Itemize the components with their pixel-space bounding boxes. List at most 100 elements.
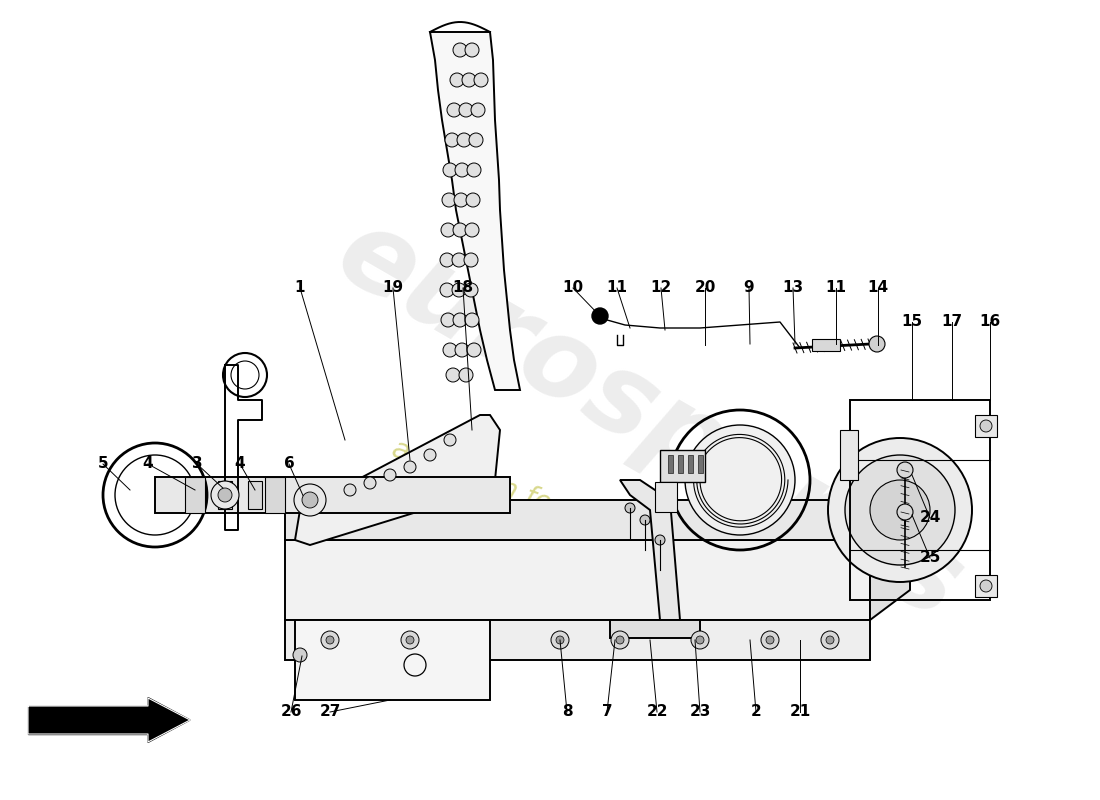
Text: 9: 9 [744,281,755,295]
Text: 15: 15 [901,314,923,330]
Circle shape [471,103,485,117]
Bar [812,339,840,351]
Circle shape [896,504,913,520]
Text: 12: 12 [650,281,672,295]
Circle shape [442,193,456,207]
Polygon shape [295,415,500,545]
Circle shape [465,43,478,57]
Text: 19: 19 [383,281,404,295]
Circle shape [468,163,481,177]
Circle shape [896,462,913,478]
Text: 26: 26 [280,705,301,719]
Polygon shape [620,480,680,620]
Polygon shape [285,500,870,540]
Text: 18: 18 [452,281,474,295]
Circle shape [293,648,307,662]
Circle shape [462,73,476,87]
Text: 4: 4 [234,457,245,471]
Text: 11: 11 [825,281,847,295]
Circle shape [211,481,239,509]
Circle shape [455,163,469,177]
Bar [248,481,262,509]
Text: 17: 17 [942,314,962,330]
Circle shape [845,455,955,565]
Text: 11: 11 [606,281,627,295]
Circle shape [441,223,455,237]
Circle shape [364,477,376,489]
Circle shape [456,133,471,147]
Circle shape [406,636,414,644]
Circle shape [440,253,454,267]
Circle shape [625,503,635,513]
Text: 27: 27 [319,705,341,719]
Circle shape [469,133,483,147]
Bar [654,482,676,512]
Circle shape [761,631,779,649]
Circle shape [466,193,480,207]
Circle shape [551,631,569,649]
Text: 13: 13 [782,281,804,295]
Bar [610,620,700,638]
Text: 3: 3 [191,457,202,471]
Circle shape [452,253,466,267]
Polygon shape [295,620,490,700]
Text: 10: 10 [562,281,584,295]
Circle shape [294,484,326,516]
Bar [218,481,232,509]
Text: 1: 1 [295,281,306,295]
Circle shape [446,368,460,382]
Circle shape [465,223,478,237]
Bar [668,455,673,473]
Circle shape [443,343,456,357]
Circle shape [443,163,456,177]
Circle shape [766,636,774,644]
Circle shape [821,631,839,649]
Circle shape [344,484,356,496]
Circle shape [455,343,469,357]
Text: 20: 20 [694,281,716,295]
Circle shape [468,343,481,357]
Circle shape [453,223,468,237]
Text: 2: 2 [750,705,761,719]
Circle shape [384,469,396,481]
Circle shape [454,193,467,207]
Polygon shape [148,698,190,742]
Circle shape [654,535,666,545]
Circle shape [447,103,461,117]
Circle shape [465,313,478,327]
Circle shape [685,425,795,535]
Text: 8: 8 [562,705,572,719]
Bar [840,430,858,480]
Circle shape [869,336,886,352]
Circle shape [321,631,339,649]
Circle shape [302,492,318,508]
Circle shape [402,631,419,649]
Text: 24: 24 [920,510,940,526]
Circle shape [464,283,478,297]
Circle shape [556,636,564,644]
Bar [185,477,205,513]
Text: 14: 14 [868,281,889,295]
Circle shape [459,103,473,117]
Circle shape [610,631,629,649]
Text: 6: 6 [284,457,295,471]
Text: 25: 25 [920,550,940,566]
Text: eurospares: eurospares [319,198,981,642]
Circle shape [980,580,992,592]
Bar [698,455,703,473]
Bar [155,477,510,513]
Circle shape [218,488,232,502]
Circle shape [440,283,454,297]
Bar [688,455,693,473]
Bar [678,455,683,473]
Circle shape [640,515,650,525]
Bar [975,575,997,597]
Text: a passion for parts since 1985: a passion for parts since 1985 [388,435,792,605]
Circle shape [453,43,468,57]
Circle shape [828,438,972,582]
Polygon shape [430,32,520,390]
Bar [660,450,705,482]
Bar [265,477,285,513]
Circle shape [441,313,455,327]
Circle shape [691,631,710,649]
